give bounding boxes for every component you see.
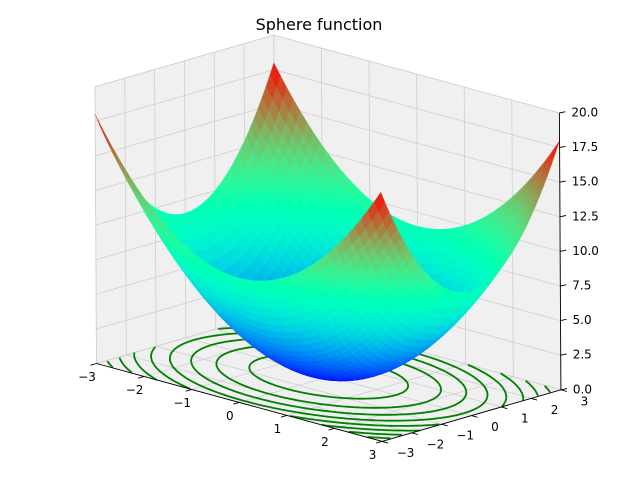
x-axis-ticks: −3 −2 −1 0 1 2 3 — [78, 363, 383, 462]
y-tick-label: −3 — [397, 446, 415, 460]
y-tick-label: 3 — [581, 394, 589, 408]
contour-projection — [106, 314, 551, 440]
z-tick-mark — [559, 111, 566, 114]
z-tick-mark — [560, 388, 567, 391]
contour-line — [168, 331, 489, 422]
contour-line — [500, 372, 525, 401]
surface-patch — [374, 191, 386, 212]
x-tick-mark — [375, 440, 383, 444]
y-tick-mark — [441, 423, 448, 427]
z-tick-mark — [560, 353, 567, 356]
surface-mesh — [95, 62, 560, 382]
x-tick-mark — [328, 427, 335, 431]
y-tick-mark — [560, 389, 568, 392]
z-tick-label: 15.0 — [572, 175, 599, 189]
chart-title: Sphere function — [256, 15, 383, 34]
contour-line — [106, 360, 114, 369]
z-tick-mark — [560, 318, 567, 322]
z-tick-label: 20.0 — [571, 106, 598, 120]
x-tick-label: −3 — [78, 370, 96, 384]
z-tick-label: 2.5 — [573, 348, 592, 362]
z-tick-mark — [560, 249, 567, 252]
contour-line — [367, 436, 391, 440]
y-tick-mark — [471, 415, 478, 418]
contour-line — [525, 380, 539, 396]
z-tick-label: 12.5 — [572, 209, 599, 223]
contour-line — [467, 363, 508, 407]
contour-line — [133, 352, 158, 381]
contour-line — [150, 346, 190, 390]
gridline-z — [94, 34, 560, 114]
contour-line — [190, 337, 468, 416]
x-tick-label: 3 — [369, 448, 377, 462]
contour-line — [118, 357, 133, 374]
z-tick-mark — [559, 180, 566, 183]
z-tick-label: 5.0 — [573, 313, 592, 327]
x-tick-mark — [90, 363, 97, 366]
y-tick-mark — [381, 440, 389, 444]
x-tick-mark — [233, 402, 240, 405]
contour-line — [544, 385, 551, 393]
contour-line — [289, 415, 440, 427]
z-tick-mark — [560, 284, 567, 287]
contour-line — [348, 430, 403, 436]
y-tick-label: −1 — [456, 429, 474, 443]
contour-line — [248, 353, 410, 400]
z-tick-label: 7.5 — [572, 279, 591, 293]
y-tick-mark — [501, 406, 508, 410]
y-axis-ticks: −3 −2 −1 0 1 2 3 — [381, 389, 589, 460]
y-tick-label: 0 — [491, 420, 499, 434]
x-tick-mark — [185, 389, 192, 392]
contour-line — [215, 344, 442, 409]
z-axis-ticks: 0.0 2.5 5.0 7.5 10.0 12.5 15.0 17.5 20.0 — [559, 106, 599, 396]
x-tick-label: 2 — [321, 435, 329, 449]
y-tick-mark — [530, 397, 538, 401]
x-tick-label: 0 — [226, 409, 234, 423]
y-tick-label: 1 — [521, 412, 529, 426]
x-tick-mark — [280, 415, 288, 418]
x-tick-label: 1 — [274, 422, 282, 436]
z-tick-label: 17.5 — [572, 140, 599, 154]
z-tick-mark — [559, 145, 566, 149]
x-tick-label: −1 — [173, 396, 191, 410]
x-tick-label: −2 — [126, 383, 144, 397]
z-tick-label: 0.0 — [573, 382, 592, 396]
y-tick-mark — [411, 432, 419, 435]
y-tick-label: 2 — [551, 403, 559, 417]
z-tick-mark — [559, 215, 567, 218]
z-tick-label: 10.0 — [572, 244, 599, 258]
contour-line — [321, 424, 420, 432]
x-tick-mark — [137, 376, 145, 379]
y-tick-label: −2 — [427, 437, 445, 451]
